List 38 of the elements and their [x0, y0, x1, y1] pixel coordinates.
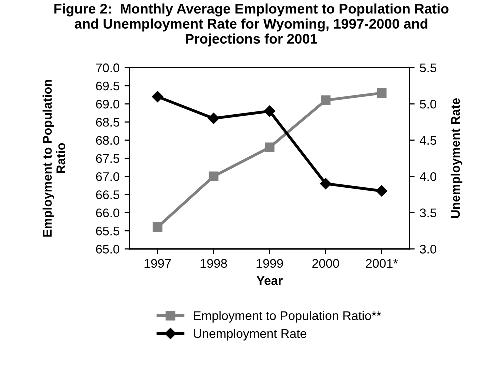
- y2-tick-label: 4.0: [420, 172, 437, 182]
- y2-tick-label: 3.0: [420, 244, 437, 254]
- point: [320, 178, 332, 190]
- y-tick-label: 70.0: [96, 64, 120, 73]
- y2-tick-label: 3.5: [420, 208, 437, 218]
- x-tick-label: 1999: [256, 259, 284, 268]
- point: [264, 106, 276, 117]
- y-tick-label: 66.0: [96, 208, 120, 218]
- x-tick-label: 2001*: [366, 259, 398, 268]
- y-tick-label: 69.5: [96, 82, 120, 91]
- point: [377, 88, 387, 98]
- y-tick-label: 68.5: [96, 118, 120, 127]
- y-axis-title: Employment to Population Ratio: [42, 80, 66, 237]
- legend-label: Employment to Population Ratio**: [194, 311, 382, 323]
- legend-label: Unemployment Rate: [194, 329, 307, 341]
- point: [376, 186, 388, 197]
- point: [152, 91, 164, 102]
- y-tick-label: 66.5: [96, 190, 120, 200]
- y-tick-label: 65.0: [96, 244, 120, 254]
- x-tick-label: 1998: [200, 259, 228, 268]
- point: [321, 96, 331, 106]
- y-tick-label: 67.0: [96, 172, 120, 182]
- y2-axis-title: Unemployment Rate: [450, 98, 463, 218]
- x-tick-label: 2000: [312, 259, 340, 268]
- x-tick-label: 1997: [144, 259, 172, 268]
- y-tick-label: 65.5: [96, 226, 120, 236]
- chart-title: Figure 2: Monthly Average Employment to Population Ratio and Unemployment Rate for Wyoming, 1997-2000 and Projections for 2001: [54, 4, 449, 47]
- y2-tick-label: 5.0: [420, 100, 437, 109]
- point: [208, 172, 219, 182]
- point: [152, 222, 163, 232]
- y-tick-label: 67.5: [96, 154, 120, 164]
- y2-tick-label: 5.5: [420, 64, 437, 73]
- y-tick-label: 69.0: [96, 100, 120, 109]
- x-axis-title: Year: [256, 276, 283, 286]
- point: [265, 142, 275, 153]
- y2-tick-label: 4.5: [420, 136, 437, 146]
- point: [208, 113, 220, 124]
- y-tick-label: 68.0: [96, 136, 120, 146]
